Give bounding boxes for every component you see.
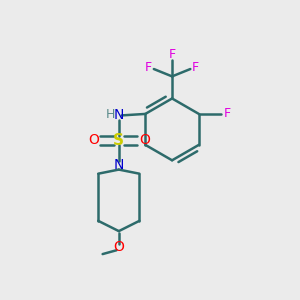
Text: S: S <box>113 133 124 148</box>
Text: O: O <box>139 134 150 147</box>
Text: H: H <box>105 108 115 121</box>
Text: N: N <box>114 108 124 122</box>
Text: F: F <box>192 61 199 74</box>
Text: F: F <box>145 61 152 74</box>
Text: F: F <box>169 48 176 62</box>
Text: N: N <box>114 158 124 172</box>
Text: O: O <box>88 134 99 147</box>
Text: O: O <box>113 240 124 254</box>
Text: F: F <box>223 107 230 120</box>
